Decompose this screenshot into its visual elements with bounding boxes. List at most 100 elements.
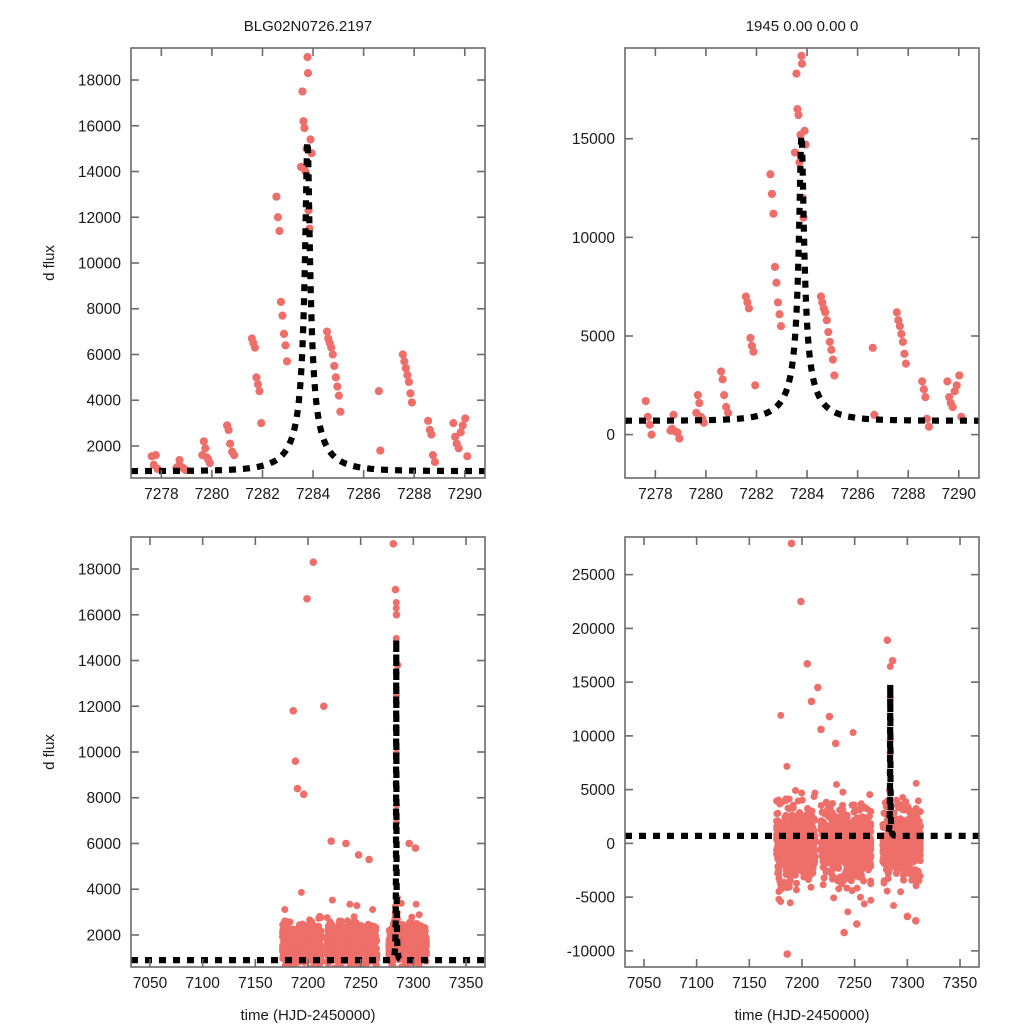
data-point	[766, 170, 775, 179]
data-point	[369, 906, 377, 914]
data-point	[669, 410, 678, 419]
data-point	[867, 808, 875, 816]
data-point	[821, 308, 830, 317]
x-tick-label: 7250	[837, 975, 872, 992]
data-point	[641, 396, 650, 406]
data-point	[827, 345, 836, 354]
y-tick-label: 10000	[78, 256, 121, 273]
data-point	[205, 459, 214, 468]
x-tick-label: 7278	[144, 486, 178, 503]
data-point	[787, 539, 796, 548]
data-point	[430, 457, 440, 467]
data-point	[421, 924, 429, 932]
data-point	[916, 851, 924, 859]
data-point	[338, 917, 346, 925]
data-point	[819, 881, 827, 889]
data-point	[867, 846, 875, 854]
data-point	[775, 310, 784, 319]
data-point	[276, 297, 286, 306]
y-tick-label: 16000	[78, 118, 121, 135]
data-point	[852, 920, 861, 928]
data-point	[299, 790, 308, 799]
data-point	[772, 278, 781, 287]
data-point	[720, 391, 729, 400]
data-point	[808, 807, 816, 815]
data-point	[365, 855, 373, 864]
data-point	[716, 367, 726, 376]
data-point	[400, 357, 409, 366]
data-point	[820, 874, 828, 882]
x-tick-label: 7278	[638, 486, 672, 503]
y-tick-label: 15000	[572, 131, 615, 148]
x-tick-label: 7286	[346, 486, 380, 503]
data-point	[828, 872, 836, 879]
data-point	[303, 594, 311, 603]
data-point	[422, 935, 430, 943]
data-point	[822, 798, 830, 806]
data-point	[892, 308, 901, 317]
data-point	[300, 123, 309, 133]
data-point	[255, 386, 264, 396]
data-point	[406, 389, 415, 398]
data-point	[886, 662, 894, 670]
data-point	[783, 762, 791, 770]
data-point	[791, 871, 799, 879]
y-tick-label: 14000	[78, 653, 121, 670]
data-point	[749, 347, 758, 356]
data-point	[783, 950, 792, 958]
data-point	[830, 894, 838, 902]
x-tick-label: 7286	[840, 486, 874, 503]
data-point	[463, 452, 472, 461]
data-point	[831, 739, 840, 748]
data-point	[306, 135, 315, 144]
data-point	[449, 419, 458, 428]
data-point	[298, 87, 307, 96]
y-tick-label: 20000	[572, 621, 615, 638]
data-point	[792, 886, 800, 894]
data-point	[327, 837, 335, 845]
model-curve-bottom-right	[625, 684, 979, 839]
data-point	[835, 885, 843, 893]
data-point	[817, 725, 825, 734]
data-point	[839, 788, 847, 796]
data-point	[918, 377, 927, 386]
data-point	[900, 876, 908, 884]
data-point	[317, 931, 325, 939]
data-point	[273, 213, 283, 222]
panel-plot-area-bottom-left	[131, 540, 485, 967]
x-tick-label: 7200	[291, 975, 326, 992]
data-point	[822, 316, 831, 325]
panel-top-left: 7278 7280 7282 7284 7286 7288 7290 2000 4000 6000…	[41, 18, 486, 503]
data-point	[775, 867, 783, 875]
panel-bottom-right: 7050 7100 7150 7200 7250 7300 7350 -10000 -5000 0…	[567, 536, 980, 1024]
data-point	[392, 610, 401, 619]
data-points-top-right	[641, 51, 966, 443]
data-point	[724, 408, 733, 418]
data-point	[224, 425, 233, 435]
model-curve-top-right	[625, 135, 979, 424]
data-point	[718, 375, 727, 384]
data-point	[902, 798, 910, 806]
y-tick-label: -5000	[575, 890, 615, 907]
y-tick-label: 0	[606, 836, 615, 853]
data-point	[794, 110, 803, 120]
data-point	[281, 341, 290, 350]
data-point	[407, 398, 417, 407]
y-tick-label: 8000	[87, 301, 122, 318]
data-point	[456, 428, 465, 437]
data-point	[901, 359, 911, 368]
y-tick-label: 4000	[87, 882, 122, 899]
data-point	[849, 728, 857, 736]
data-point	[782, 811, 790, 819]
data-points-top-left	[147, 53, 472, 475]
data-point	[916, 872, 924, 880]
data-point	[914, 797, 922, 805]
data-point	[693, 391, 702, 400]
data-point	[825, 337, 834, 346]
data-point	[811, 846, 819, 854]
data-point	[791, 786, 799, 794]
data-point	[303, 53, 312, 62]
data-point	[767, 189, 777, 199]
data-point	[776, 322, 786, 331]
